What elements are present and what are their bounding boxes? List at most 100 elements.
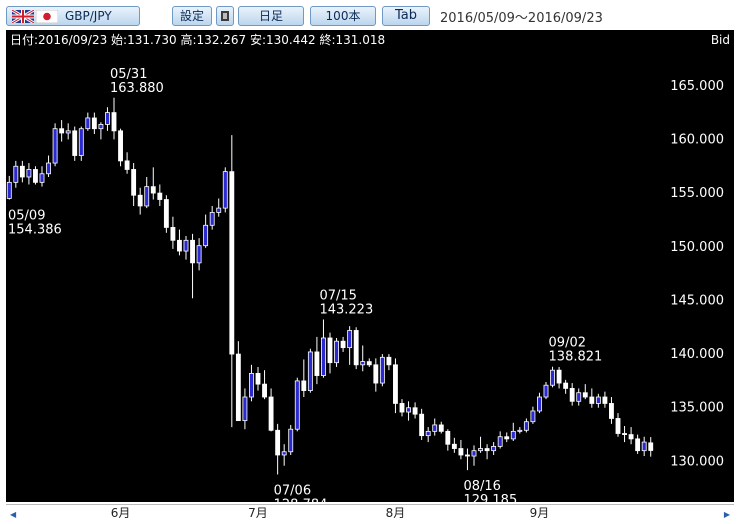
candle-body	[288, 428, 294, 453]
candle-body	[412, 407, 418, 415]
price-type-label: Bid	[711, 33, 730, 47]
candle-body	[576, 392, 582, 402]
candle-body	[641, 441, 647, 452]
candle-body	[19, 165, 25, 178]
candle-body	[445, 430, 451, 445]
candle-body	[373, 364, 379, 384]
candlestick-chart: 日付:2016/09/23 始:131.730 高:132.267 安:130.…	[6, 32, 730, 512]
annotation-date: 07/06	[274, 483, 311, 498]
candle-body	[399, 403, 405, 413]
month-axis: 6月 7月 8月 9月	[111, 506, 550, 520]
candle-body	[432, 424, 438, 432]
candle-body	[13, 165, 19, 183]
candle-body	[458, 448, 464, 456]
candle-body	[118, 130, 123, 162]
candle-body	[105, 112, 110, 125]
candle-body	[242, 396, 248, 422]
candle-body	[497, 436, 503, 447]
annotation-date: 05/09	[8, 209, 45, 224]
candle-body	[235, 353, 241, 422]
candle-body	[150, 186, 156, 194]
candle-body	[262, 383, 267, 398]
candle-body	[366, 361, 372, 366]
candle-body	[137, 194, 143, 207]
candle-body	[471, 450, 477, 457]
timeframe-button[interactable]: 日足	[238, 6, 304, 26]
candle-body	[52, 128, 58, 164]
candle-body	[386, 356, 392, 366]
date-range: 2016/05/09～2016/09/23	[440, 11, 603, 26]
candle-body	[569, 388, 575, 402]
ohlc-info: 日付:2016/09/23 始:131.730 高:132.267 安:130.…	[10, 32, 385, 47]
annotation-date: 05/31	[110, 67, 147, 82]
candle-body	[59, 128, 65, 134]
y-tick-label: 130.000	[670, 454, 724, 469]
candle-body	[438, 424, 444, 432]
candle-body	[321, 337, 326, 376]
candle-body	[465, 454, 470, 457]
right-arrow-icon[interactable]: ▶	[723, 510, 730, 519]
scrollbar[interactable]: ◀ ▶ 6月 7月 8月 9月	[6, 504, 734, 521]
candle-body	[543, 384, 549, 398]
y-tick-label: 135.000	[670, 401, 724, 416]
candle-body	[504, 436, 510, 440]
y-tick-label: 155.000	[670, 186, 724, 201]
candle-body	[131, 169, 137, 196]
candle-body	[340, 340, 346, 349]
candle-body	[491, 445, 497, 452]
tab-button[interactable]: Tab	[382, 6, 430, 26]
left-arrow-icon[interactable]: ◀	[10, 510, 17, 519]
candle-body	[556, 369, 562, 384]
candle-body	[595, 396, 601, 404]
candle-body	[85, 117, 91, 130]
annotation-date: 08/16	[463, 479, 500, 494]
indicator-icon	[221, 11, 229, 21]
candle-body	[249, 373, 254, 398]
settings-button[interactable]: 設定	[172, 6, 212, 26]
candle-count-button[interactable]: 100本	[310, 6, 376, 26]
candle-body	[451, 443, 457, 449]
candle-body	[111, 112, 117, 132]
candle-body	[360, 361, 366, 366]
candle-body	[523, 421, 529, 431]
candle-body	[648, 442, 654, 451]
candle-body	[609, 403, 614, 419]
candle-body	[353, 330, 359, 366]
indicator-button[interactable]	[216, 6, 234, 26]
candle-body	[334, 340, 339, 364]
candle-body	[622, 433, 627, 435]
candle-body	[393, 364, 398, 404]
uk-flag-icon	[12, 10, 34, 23]
candle-body	[98, 123, 104, 130]
candle-body	[550, 369, 555, 386]
candle-body	[582, 392, 588, 398]
japan-flag-icon	[36, 10, 58, 23]
candle-body	[39, 173, 45, 183]
candle-body	[615, 418, 621, 434]
candle-body	[216, 207, 222, 213]
candle-body	[255, 373, 261, 385]
candle-body	[183, 239, 189, 252]
candle-body	[268, 396, 274, 431]
annotation-value: 154.386	[8, 223, 62, 238]
y-tick-label: 145.000	[670, 293, 724, 308]
candle-body	[510, 430, 516, 440]
symbol-selector[interactable]: GBP/JPY	[6, 6, 140, 26]
candle-body	[294, 380, 300, 430]
candle-body	[484, 448, 490, 452]
candle-body	[530, 410, 536, 423]
candle-body	[6, 181, 12, 199]
candle-body	[275, 429, 281, 456]
chart-area[interactable]: 日付:2016/09/23 始:131.730 高:132.267 安:130.…	[6, 30, 734, 512]
candle-body	[419, 413, 425, 437]
candle-body	[301, 380, 307, 391]
candle-body	[563, 382, 569, 389]
candle-body	[425, 430, 431, 437]
candle-body	[157, 192, 163, 200]
annotation-value: 163.880	[110, 81, 164, 96]
candle-body	[281, 451, 287, 456]
candle-body	[327, 337, 333, 364]
candle-body	[307, 351, 313, 391]
candle-body	[406, 407, 411, 413]
annotation-value: 128.784	[274, 497, 328, 502]
